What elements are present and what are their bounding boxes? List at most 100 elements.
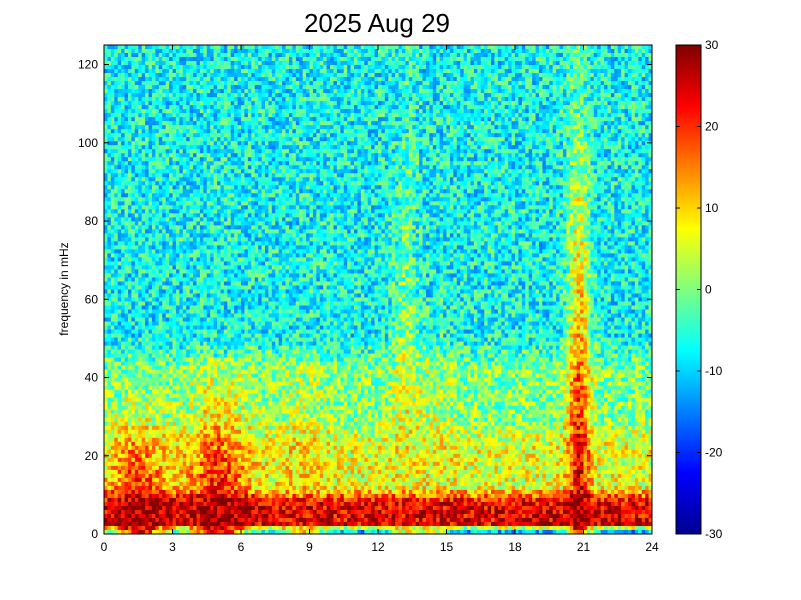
heatmap-cell <box>467 105 471 110</box>
heatmap-cell <box>319 129 324 134</box>
heatmap-cell <box>641 49 646 54</box>
heatmap-cell <box>638 93 643 98</box>
heatmap-cell <box>384 121 389 126</box>
heatmap-cell <box>467 141 471 146</box>
heatmap-cell <box>484 101 488 106</box>
heatmap-cell <box>179 125 184 130</box>
heatmap-cell <box>497 149 502 154</box>
heatmap-cell <box>347 69 351 74</box>
heatmap-cell <box>583 57 588 62</box>
heatmap-cell <box>316 153 321 158</box>
heatmap-cell <box>456 81 461 86</box>
heatmap-cell <box>237 149 242 154</box>
heatmap-cell <box>621 161 625 166</box>
heatmap-cell <box>415 53 420 58</box>
heatmap-cell <box>213 153 218 158</box>
heatmap-cell <box>316 73 321 78</box>
heatmap-cell <box>237 65 242 70</box>
heatmap-cell <box>354 81 358 86</box>
heatmap-cell <box>641 125 646 130</box>
heatmap-cell <box>295 129 300 134</box>
heatmap-cell <box>473 109 478 114</box>
heatmap-cell <box>552 145 557 150</box>
heatmap-cell <box>196 65 201 70</box>
heatmap-cell <box>491 57 495 62</box>
heatmap-cell <box>470 65 475 70</box>
heatmap-cell <box>497 73 502 78</box>
heatmap-cell <box>278 65 283 70</box>
heatmap-cell <box>104 113 108 118</box>
heatmap-cell <box>193 125 197 130</box>
heatmap-cell <box>501 121 506 126</box>
heatmap-cell <box>604 65 608 70</box>
heatmap-cell <box>330 157 334 162</box>
heatmap-cell <box>600 117 605 122</box>
heatmap-cell <box>573 133 578 138</box>
heatmap-cell <box>165 109 170 114</box>
heatmap-cell <box>648 57 653 62</box>
heatmap-cell <box>343 65 348 70</box>
heatmap-cell <box>436 165 441 170</box>
heatmap-cell <box>463 117 468 122</box>
heatmap-cell <box>408 109 413 114</box>
heatmap-cell <box>343 141 348 146</box>
heatmap-cell <box>545 133 550 138</box>
heatmap-cell <box>247 89 252 94</box>
heatmap-cell <box>436 61 441 66</box>
heatmap-cell <box>261 97 266 102</box>
heatmap-cell <box>491 101 495 106</box>
heatmap-cell <box>251 53 256 58</box>
heatmap-cell <box>316 149 321 154</box>
heatmap-cell <box>203 141 208 146</box>
heatmap-cell <box>261 85 266 90</box>
heatmap-cell <box>610 61 615 66</box>
heatmap-cell <box>617 57 622 62</box>
heatmap-cell <box>254 113 259 118</box>
heatmap-cell <box>624 57 629 62</box>
heatmap-cell <box>583 109 588 114</box>
heatmap-cell <box>357 161 362 166</box>
heatmap-cell <box>384 125 389 130</box>
heatmap-cell <box>333 125 338 130</box>
heatmap-cell <box>556 149 560 154</box>
heatmap-cell <box>562 97 567 102</box>
heatmap-cell <box>638 77 643 82</box>
heatmap-cell <box>275 81 280 86</box>
heatmap-cell <box>189 81 194 86</box>
heatmap-cell <box>196 49 201 54</box>
heatmap-cell <box>405 61 410 66</box>
heatmap-cell <box>621 117 625 122</box>
heatmap-cell <box>261 129 266 134</box>
heatmap-cell <box>504 85 509 90</box>
heatmap-cell <box>470 165 475 170</box>
heatmap-cell <box>395 165 399 170</box>
heatmap-cell <box>538 93 543 98</box>
heatmap-cell <box>309 157 314 162</box>
heatmap-cell <box>151 125 156 130</box>
heatmap-cell <box>593 81 598 86</box>
heatmap-cell <box>453 89 458 94</box>
heatmap-cell <box>453 53 458 58</box>
heatmap-cell <box>354 105 358 110</box>
heatmap-cell <box>429 49 434 54</box>
heatmap-cell <box>138 49 143 54</box>
heatmap-cell <box>446 101 451 106</box>
heatmap-cell <box>593 49 598 54</box>
heatmap-cell <box>155 101 160 106</box>
heatmap-cell <box>580 133 584 138</box>
heatmap-cell <box>398 153 403 158</box>
heatmap-cell <box>371 85 375 90</box>
heatmap-cell <box>145 169 149 174</box>
heatmap-cell <box>268 145 273 150</box>
heatmap-cell <box>179 89 184 94</box>
heatmap-cell <box>309 133 314 138</box>
heatmap-cell <box>528 69 533 74</box>
heatmap-cell <box>107 125 112 130</box>
heatmap-cell <box>559 121 564 126</box>
heatmap-cell <box>552 109 557 114</box>
heatmap-cell <box>206 113 211 118</box>
heatmap-cell <box>227 69 232 74</box>
heatmap-cell <box>549 109 554 114</box>
heatmap-cell <box>141 93 146 98</box>
heatmap-cell <box>371 113 375 118</box>
